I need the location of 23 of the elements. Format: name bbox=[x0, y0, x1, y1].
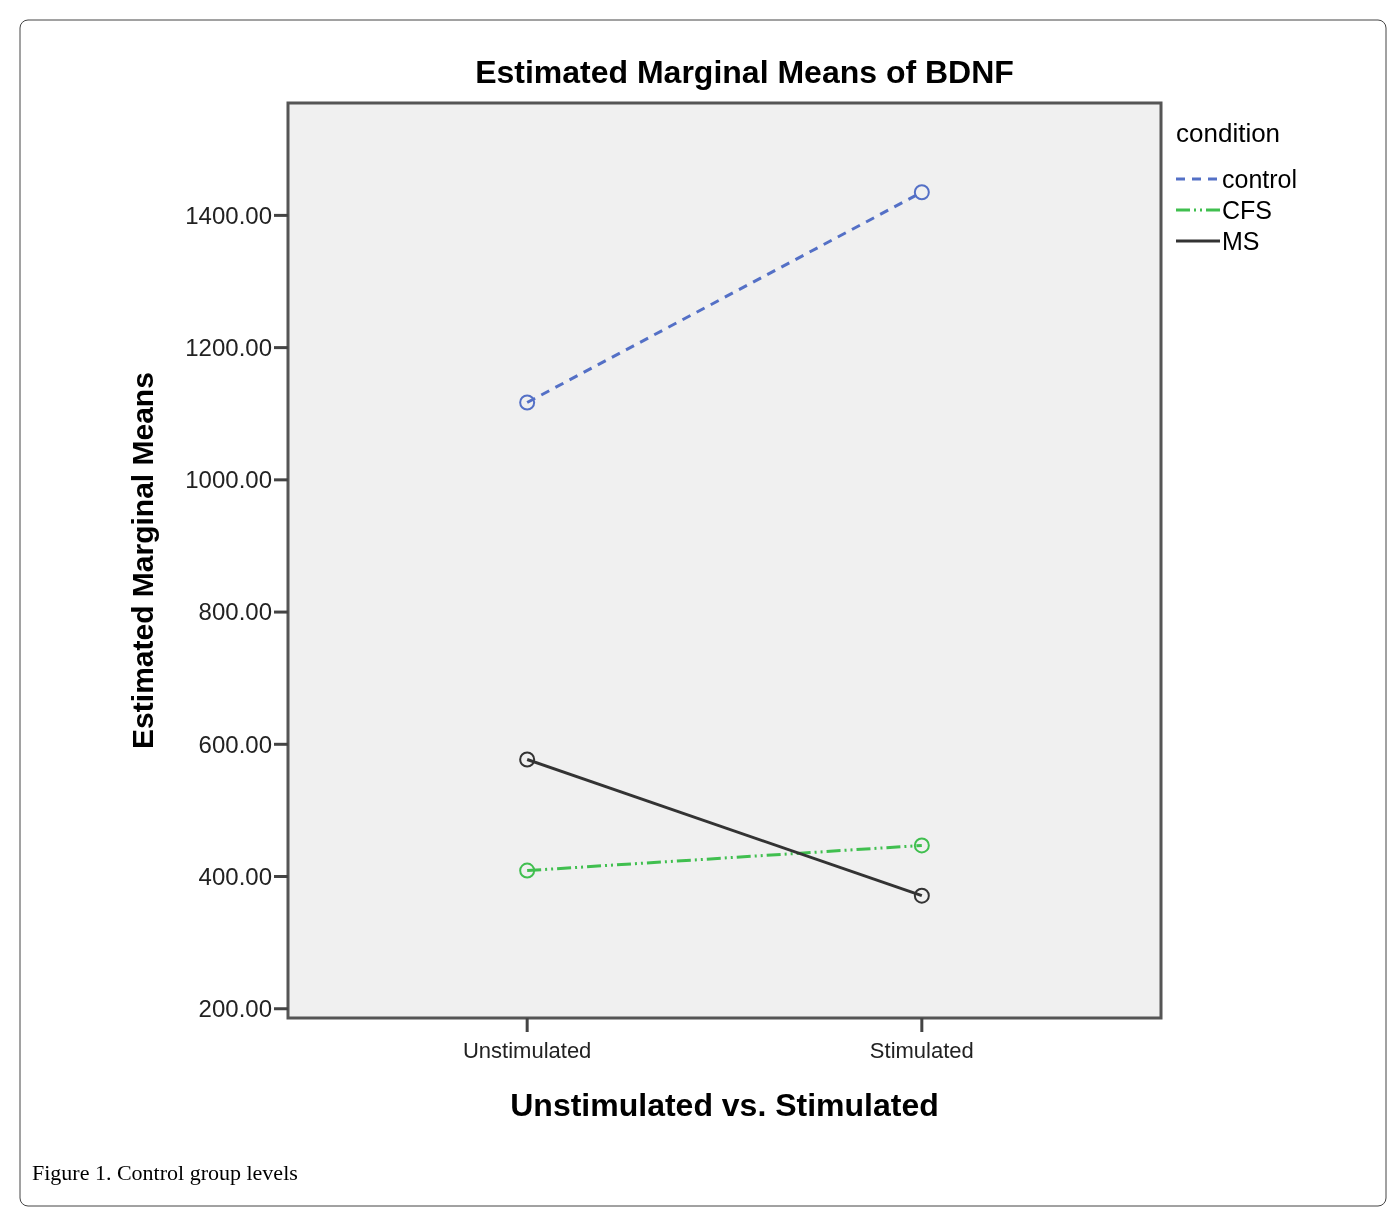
y-tick-label: 200.00 bbox=[198, 995, 272, 1023]
point bbox=[519, 862, 536, 879]
x-tick-label: Unstimulated bbox=[462, 1038, 592, 1063]
y-tick-label: 1000.00 bbox=[185, 466, 272, 494]
legend-title: condition bbox=[1176, 118, 1281, 149]
chart-title: Estimated Marginal Means of BDNF bbox=[475, 54, 1014, 90]
x-axis-title: Unstimulated vs. Stimulated bbox=[510, 1087, 939, 1123]
point bbox=[913, 837, 930, 854]
point bbox=[913, 184, 930, 201]
legend-label: control bbox=[1222, 164, 1298, 193]
y-tick-label: 600.00 bbox=[198, 730, 272, 758]
x-tick-label: Stimulated bbox=[869, 1038, 974, 1063]
point bbox=[913, 887, 930, 904]
y-tick-label: 1200.00 bbox=[185, 334, 272, 362]
y-tick-label: 1400.00 bbox=[185, 201, 272, 229]
y-tick-label: 400.00 bbox=[198, 862, 272, 890]
point bbox=[519, 394, 536, 411]
point bbox=[519, 751, 536, 768]
caption: Figure 1. Control group levels bbox=[32, 1160, 298, 1185]
y-tick-label: 800.00 bbox=[198, 598, 272, 626]
y-axis-title: Estimated Marginal Means bbox=[126, 372, 159, 749]
legend-label: CFS bbox=[1222, 195, 1272, 224]
legend-label: MS bbox=[1222, 226, 1260, 255]
